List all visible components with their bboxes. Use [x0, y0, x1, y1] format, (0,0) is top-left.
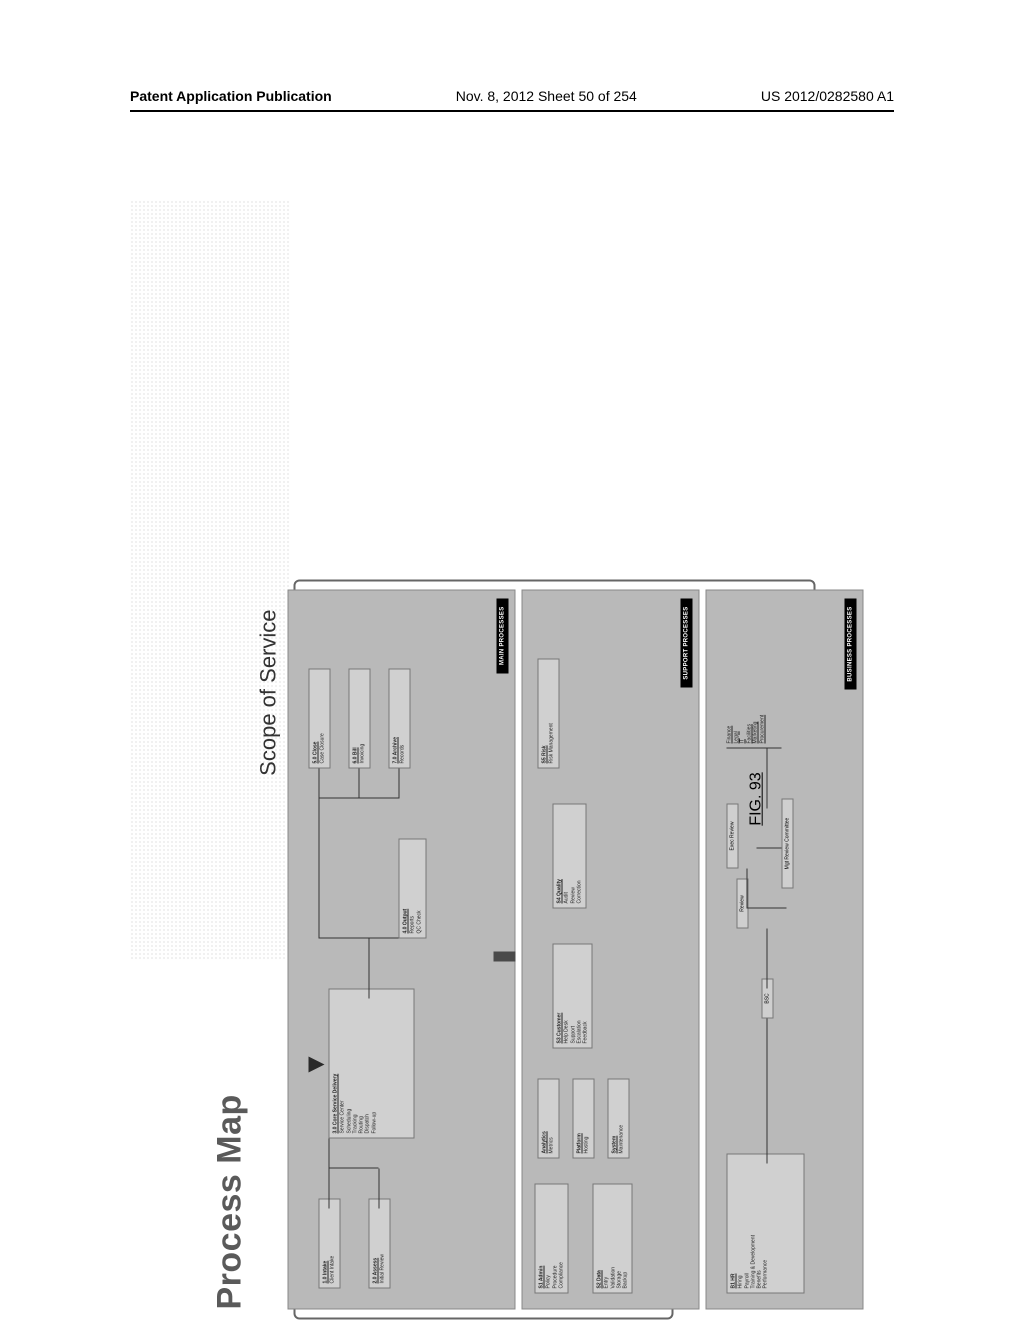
line-5a [319, 799, 320, 939]
box-assess: 2.0 Assess Initial Review [369, 1199, 391, 1289]
box-exec-review: Exec Review [727, 804, 739, 869]
label-support-processes: SUPPORT PROCESSES [681, 599, 693, 688]
bline-1 [767, 1019, 768, 1164]
line-6 [319, 769, 320, 799]
panel-wrap: MAIN PROCESSES 1.0 Intake Client Intake … [288, 590, 864, 1310]
bracket-right [294, 580, 816, 590]
box-s3-customer: S3 Customer Help Desk Support Escalation… [553, 944, 593, 1049]
line-7 [359, 769, 360, 799]
box-s4-quality: S4 Quality Audit Review Correction [553, 804, 587, 909]
box-bill: 6.0 Bill Invoicing [349, 669, 371, 769]
line-8 [399, 769, 400, 799]
box-close: 5.0 Close Case Closure [309, 669, 331, 769]
process-map-figure: Process Map Scope of Service MAIN PROCES… [211, 590, 864, 1310]
box-core-delivery: 3.0 Core Service Delivery Service Center… [329, 989, 415, 1139]
line-2 [379, 1169, 380, 1209]
bline-3 [747, 908, 787, 909]
box-bsc: BSC [762, 979, 774, 1019]
box-s2-data: S2 Data Entry Validation Storage Backup [593, 1184, 633, 1294]
header-publication: Patent Application Publication [130, 88, 332, 104]
box-output: 4.0 Output Reports QC Check [399, 839, 427, 939]
box-s5-risk: S5 Risk Risk Management [538, 659, 560, 769]
bline-4 [747, 869, 748, 909]
box-analytics: Analytics Metrics [538, 1079, 560, 1159]
bline-2 [767, 929, 768, 989]
header-rule [130, 110, 894, 112]
panel-main-processes: MAIN PROCESSES 1.0 Intake Client Intake … [288, 590, 516, 1310]
line-4b [319, 938, 399, 939]
business-right-list: Finance Legal IT Facilities Marketing Pr… [727, 715, 766, 744]
patent-page: Patent Application Publication Nov. 8, 2… [0, 0, 1024, 1320]
box-archive: 7.0 Archive Records [389, 669, 411, 769]
page-header: Patent Application Publication Nov. 8, 2… [130, 88, 894, 104]
figure-rotated-container: Process Map Scope of Service MAIN PROCES… [491, 590, 870, 950]
bracket-left [294, 1310, 674, 1320]
figure-title-main: Process Map [211, 590, 250, 1310]
box-s1-admin: S1 Admin Policy Procedure Compliance [535, 1184, 569, 1294]
line-3 [329, 1168, 379, 1169]
label-main-processes: MAIN PROCESSES [497, 599, 509, 674]
bline-5 [757, 848, 782, 849]
line-1 [329, 1139, 330, 1209]
box-platform: Platform Hosting [573, 1079, 595, 1159]
line-4 [369, 939, 370, 999]
box-intake: 1.0 Intake Client Intake [319, 1199, 341, 1289]
label-business-processes: BUSINESS PROCESSES [845, 599, 857, 690]
box-system: System Maintenance [608, 1079, 630, 1159]
figure-title-sub: Scope of Service [256, 610, 282, 1310]
header-sheet: Nov. 8, 2012 Sheet 50 of 254 [456, 88, 637, 104]
bline-7 [727, 748, 782, 749]
arrow-band-main-support [494, 952, 516, 962]
arrow-core-indicator [309, 1057, 325, 1073]
box-mgt-review: Mgt Review Committee [782, 799, 794, 889]
panel-support-processes: SUPPORT PROCESSES S1 Admin Policy Proced… [522, 590, 700, 1310]
panel-business-processes: BUSINESS PROCESSES B1 HR Hiring Payroll … [706, 590, 864, 1310]
bline-6 [767, 749, 768, 809]
box-b1-hr: B1 HR Hiring Payroll Training & Developm… [727, 1154, 805, 1294]
header-patent-number: US 2012/0282580 A1 [761, 88, 894, 104]
figure-caption: FIG. 93 [748, 772, 766, 825]
